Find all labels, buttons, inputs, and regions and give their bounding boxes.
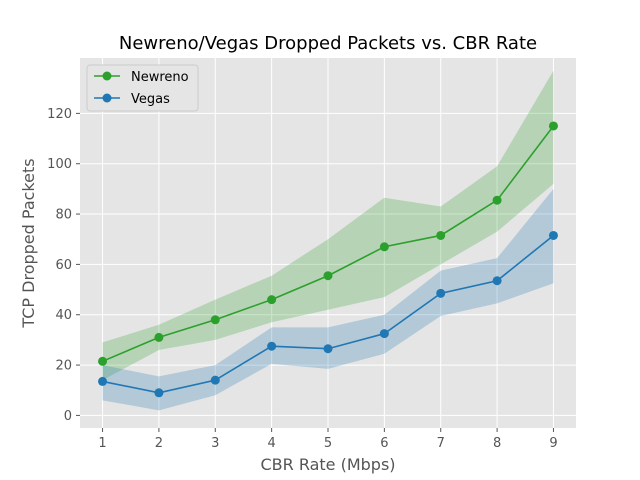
vegas-band (102, 188, 554, 411)
axis-ticks: 1 2 3 4 5 6 7 8 9 0 20 40 60 80 100 120 (47, 107, 557, 451)
newreno-point (267, 295, 277, 305)
vegas-point (210, 375, 220, 385)
y-tick-label: 0 (64, 409, 72, 424)
vegas-point (379, 329, 389, 339)
vegas-legend-label: Vegas (131, 92, 170, 107)
vegas-point (154, 388, 164, 398)
newreno-point (98, 356, 108, 366)
newreno-legend-marker (102, 71, 112, 81)
series-lines (98, 121, 558, 398)
x-tick-label: 5 (324, 436, 332, 451)
x-tick-label: 1 (98, 436, 106, 451)
x-tick-label: 3 (211, 436, 219, 451)
vegas-point (436, 288, 446, 298)
newreno-band (102, 70, 554, 381)
vegas-point (323, 344, 333, 354)
y-tick-label: 40 (55, 308, 72, 323)
vegas-point (548, 230, 558, 240)
confidence-bands (102, 70, 554, 411)
x-tick-label: 4 (267, 436, 275, 451)
x-tick-label: 7 (437, 436, 445, 451)
y-tick-label: 20 (55, 359, 72, 374)
y-tick-label: 100 (47, 157, 72, 172)
y-axis-label: TCP Dropped Packets (19, 158, 38, 328)
x-tick-label: 8 (493, 436, 501, 451)
x-tick-label: 6 (380, 436, 388, 451)
legend: Newreno Vegas (86, 64, 199, 112)
chart-title: Newreno/Vegas Dropped Packets vs. CBR Ra… (119, 33, 537, 54)
x-axis-label: CBR Rate (Mbps) (260, 455, 395, 474)
newreno-point (492, 195, 502, 205)
vegas-legend-marker (102, 93, 112, 103)
vegas-point (267, 341, 277, 351)
newreno-legend-label: Newreno (131, 70, 189, 85)
vegas-point (492, 276, 502, 286)
y-tick-label: 60 (55, 258, 72, 273)
newreno-point (548, 121, 558, 131)
vegas-point (98, 376, 108, 386)
x-tick-label: 9 (549, 436, 557, 451)
newreno-point (323, 271, 333, 281)
x-tick-label: 2 (155, 436, 163, 451)
newreno-point (154, 332, 164, 342)
grid (80, 58, 576, 428)
newreno-point (379, 242, 389, 252)
y-tick-label: 120 (47, 107, 72, 122)
newreno-point (210, 315, 220, 325)
y-tick-label: 80 (55, 208, 72, 223)
newreno-point (436, 230, 446, 240)
